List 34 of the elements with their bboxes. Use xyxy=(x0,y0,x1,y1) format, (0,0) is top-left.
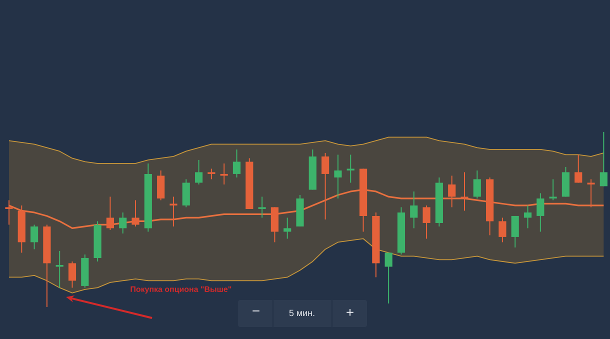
candlestick xyxy=(5,200,13,226)
candlestick xyxy=(119,212,127,234)
candlestick xyxy=(498,217,506,243)
candlestick xyxy=(157,170,165,201)
candlestick xyxy=(574,154,582,184)
candlestick xyxy=(587,178,595,208)
candlestick xyxy=(30,224,38,250)
candlestick xyxy=(334,154,342,199)
text: 5 мин. xyxy=(289,310,314,316)
candlestick xyxy=(536,192,544,232)
candlestick xyxy=(422,204,430,240)
candlestick xyxy=(194,159,203,185)
candlestick xyxy=(511,215,519,248)
candlestick xyxy=(106,196,114,230)
candlestick xyxy=(346,154,354,184)
text: + xyxy=(346,308,354,316)
candlestick xyxy=(460,172,468,212)
candlestick xyxy=(208,168,216,180)
text: − xyxy=(252,310,260,312)
candlestick xyxy=(68,260,76,288)
candlestick xyxy=(448,175,456,208)
candlestick xyxy=(384,252,392,304)
candlestick xyxy=(132,200,140,227)
candlestick xyxy=(182,178,190,208)
candlestick xyxy=(600,131,608,187)
candlestick xyxy=(524,204,532,229)
candlestick xyxy=(232,148,241,178)
candlestick xyxy=(549,178,557,201)
candlestick xyxy=(473,170,481,199)
candlestick xyxy=(284,217,292,240)
candlestick xyxy=(322,152,330,220)
candlestick xyxy=(170,196,178,227)
candlestick xyxy=(258,196,266,218)
candlestick xyxy=(410,190,418,229)
